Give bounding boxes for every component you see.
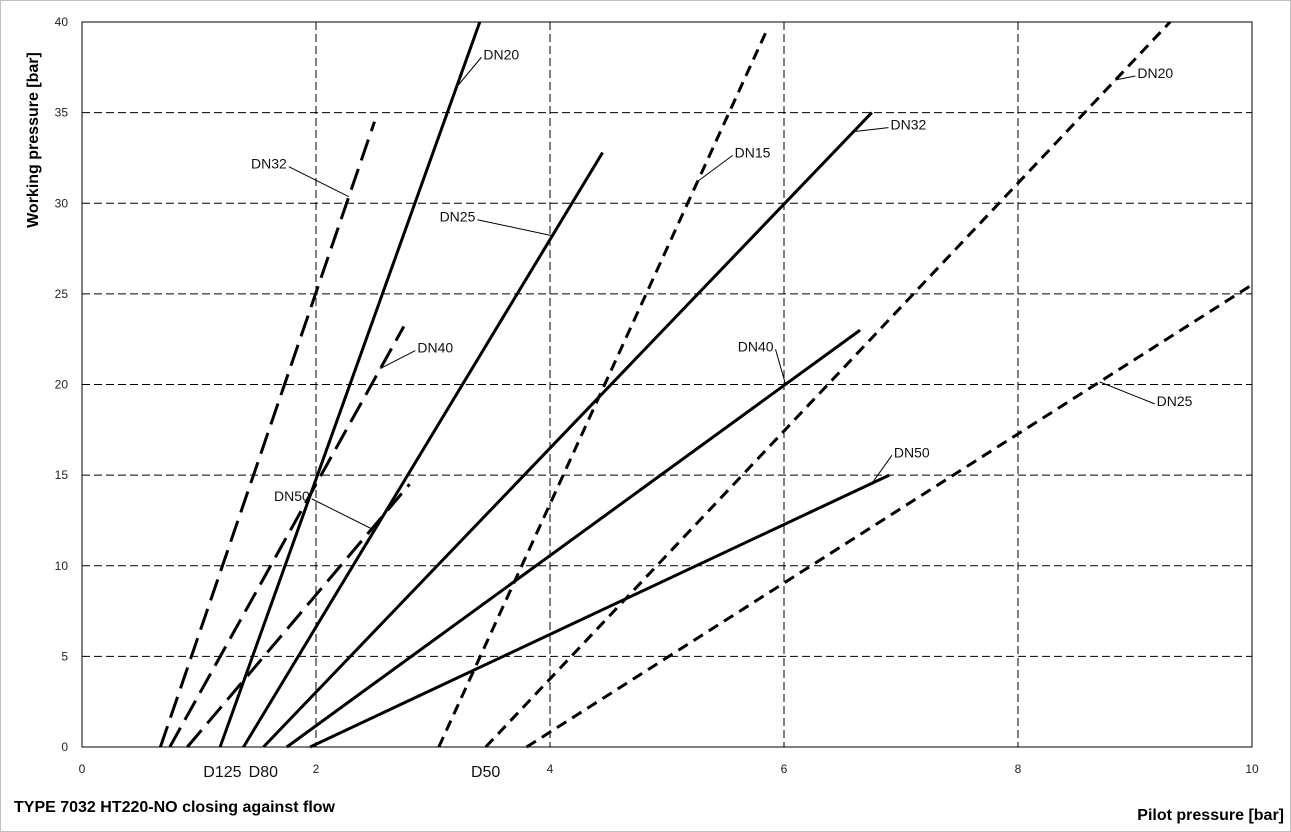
chart-title: TYPE 7032 HT220-NO closing against flow: [14, 799, 336, 816]
y-tick-label: 5: [61, 649, 68, 663]
series-label: DN20: [483, 46, 519, 62]
x-tick-label: 4: [547, 762, 554, 776]
y-axis-title: Working pressure [bar]: [25, 52, 42, 228]
y-tick-label: 25: [55, 287, 69, 301]
group-label-d50: D50: [471, 764, 500, 781]
series-line-dn40-d80: [285, 328, 861, 749]
series-line-dn50-d125: [186, 483, 411, 748]
x-tick-label: 2: [313, 762, 320, 776]
series-label: DN25: [1157, 393, 1193, 409]
x-tick-label: 0: [79, 762, 86, 776]
y-tick-labels: 0 5 10 15 20 25 30 35 40: [55, 15, 69, 754]
series-label: DN32: [251, 156, 287, 172]
group-label-d125: D125: [203, 764, 241, 781]
group-labels: D125 D80 D50: [203, 764, 500, 781]
series-label: DN40: [417, 340, 453, 356]
series-label: DN32: [890, 117, 926, 133]
series-line-dn20-d50: [484, 20, 1172, 749]
label-leader-line: [1115, 75, 1136, 81]
x-tick-label: 6: [781, 762, 788, 776]
label-leader-line: [456, 56, 482, 88]
label-leader-line: [311, 498, 373, 530]
y-tick-label: 0: [61, 740, 68, 754]
series-line-dn15-d50: [437, 30, 768, 748]
y-tick-label: 10: [55, 559, 69, 573]
y-tick-label: 35: [55, 106, 69, 120]
series-line-dn50-d80: [309, 473, 890, 749]
label-leader-line: [380, 350, 416, 369]
series-label: DN50: [274, 488, 310, 504]
series-line-dn20-d80: [218, 21, 482, 748]
series-line-dn32-d125: [158, 121, 376, 748]
x-axis-title: Pilot pressure [bar]: [1137, 807, 1284, 824]
label-leader-line: [288, 166, 350, 198]
label-leader-line: [871, 454, 893, 484]
y-tick-label: 40: [55, 15, 69, 29]
series-label: DN25: [440, 209, 476, 225]
series-line-dn32-d80: [262, 111, 873, 749]
label-leader-line: [1099, 381, 1155, 405]
series-group: [158, 20, 1253, 749]
y-tick-label: 15: [55, 468, 69, 482]
series-line-dn25-d80: [242, 151, 604, 748]
label-leader-line: [697, 155, 733, 182]
series-label: DN15: [735, 144, 771, 160]
y-tick-label: 20: [55, 378, 69, 392]
series-label: DN40: [738, 338, 774, 354]
label-leader-line: [775, 349, 787, 385]
group-label-d80: D80: [249, 764, 278, 781]
series-label: DN20: [1137, 65, 1173, 81]
y-tick-label: 30: [55, 196, 69, 210]
label-leader-line: [477, 219, 553, 237]
x-tick-label: 10: [1245, 762, 1259, 776]
x-tick-label: 8: [1015, 762, 1022, 776]
label-leader-line: [853, 127, 889, 133]
series-labels: DN32 DN40 DN50 DN20 DN25 DN32 DN40 DN50 DN15 DN20…: [251, 46, 1193, 504]
series-line-dn40-d125: [168, 325, 406, 748]
series-label: DN50: [894, 444, 930, 460]
leader-lines: [288, 56, 1155, 530]
x-tick-labels: 0 2 4 6 8 10: [79, 762, 1259, 776]
